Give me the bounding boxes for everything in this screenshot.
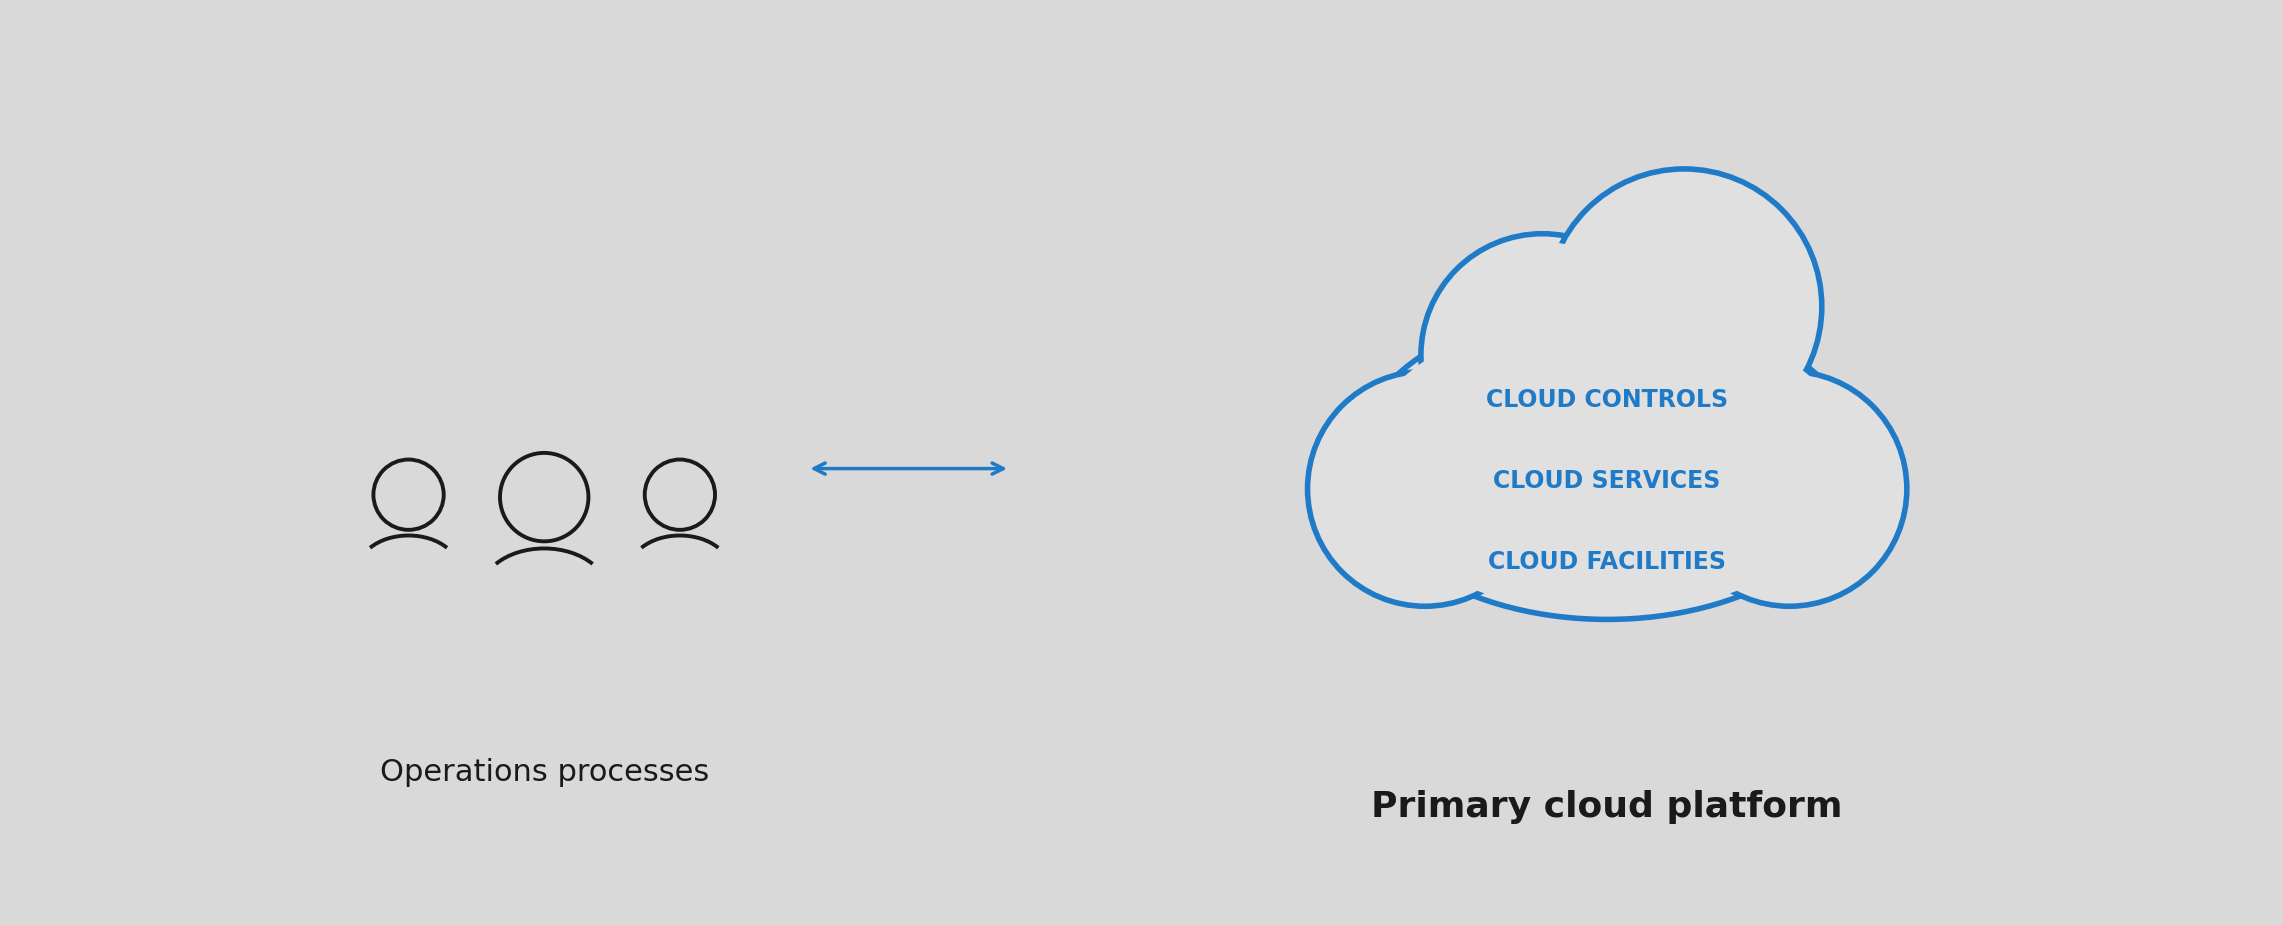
Circle shape [1315, 379, 1534, 598]
Ellipse shape [1361, 312, 1854, 613]
Text: Operations processes: Operations processes [379, 758, 708, 787]
Circle shape [1671, 372, 1906, 606]
Circle shape [1429, 241, 1655, 469]
Circle shape [1546, 169, 1822, 444]
Circle shape [1680, 379, 1899, 598]
Circle shape [1308, 372, 1543, 606]
Text: CLOUD SERVICES: CLOUD SERVICES [1493, 469, 1721, 493]
Ellipse shape [1354, 305, 1861, 620]
Circle shape [1555, 177, 1813, 437]
Text: CLOUD FACILITIES: CLOUD FACILITIES [1489, 549, 1726, 574]
Circle shape [1420, 234, 1664, 476]
Text: Primary cloud platform: Primary cloud platform [1372, 790, 1842, 823]
Text: CLOUD CONTROLS: CLOUD CONTROLS [1486, 388, 1728, 412]
